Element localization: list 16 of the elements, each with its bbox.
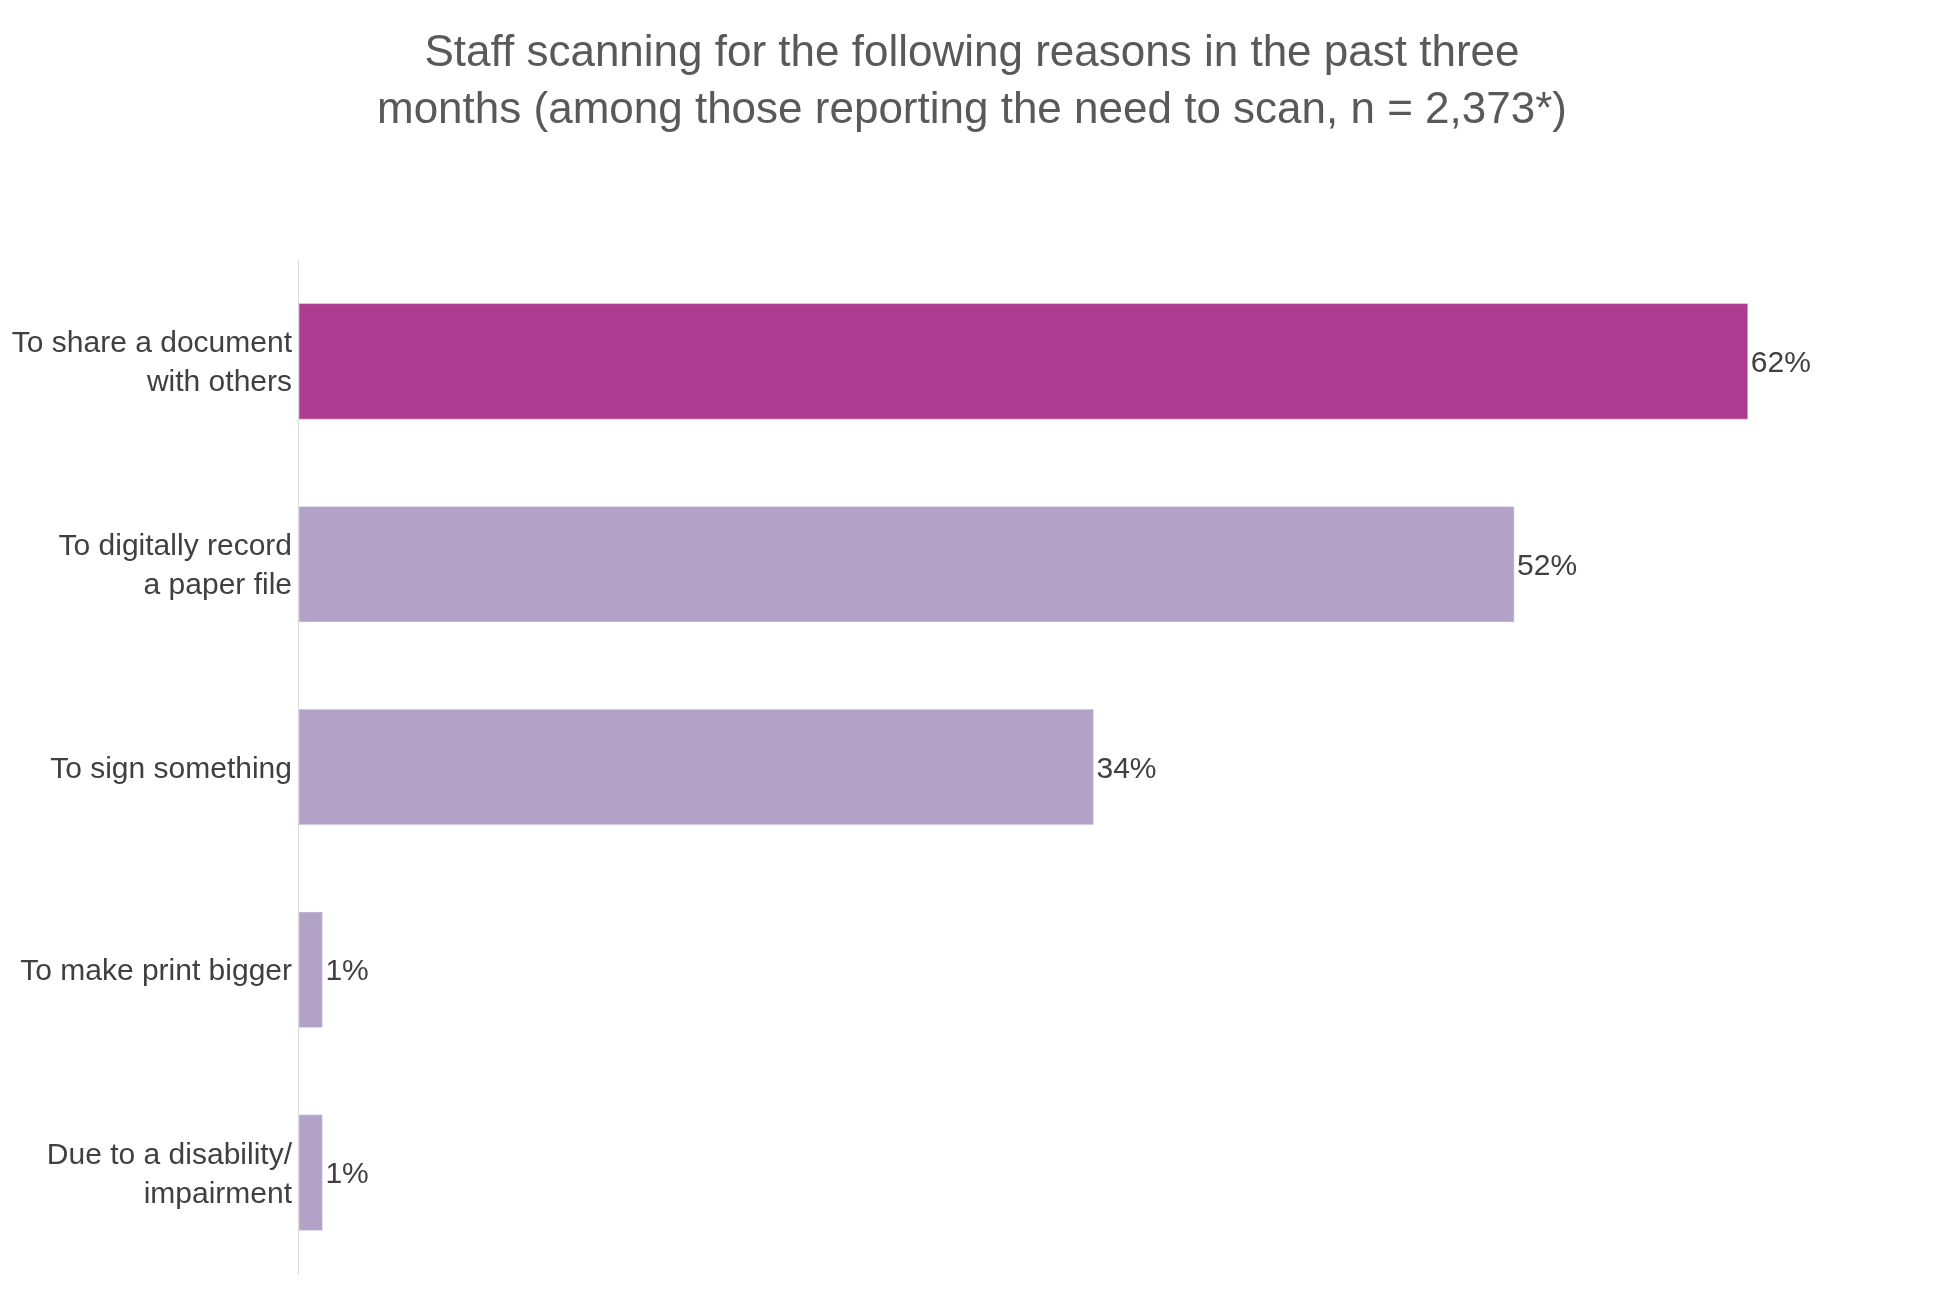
chart-title: Staff scanning for the following reasons in the past three months (among those reporting the need to scan, n = 2,373*) [377, 25, 1567, 132]
y-tick-label: Due to a disability/ impairment [46, 1136, 293, 1209]
y-tick-label: To digitally record a paper file [58, 528, 292, 601]
y-tick-label: To share a document with others [11, 325, 293, 398]
y-tick-label: To sign something [50, 750, 292, 784]
data-label: 52% [1517, 547, 1578, 581]
bar [299, 911, 323, 1028]
bar [299, 1114, 323, 1231]
y-tick-label: To make print bigger [20, 953, 292, 987]
bar [299, 708, 1094, 826]
data-label: 1% [325, 1156, 369, 1190]
data-label: 1% [325, 953, 369, 987]
bar [299, 506, 1515, 623]
bar [299, 303, 1748, 420]
data-label: 62% [1750, 344, 1811, 378]
data-label: 34% [1096, 750, 1157, 784]
